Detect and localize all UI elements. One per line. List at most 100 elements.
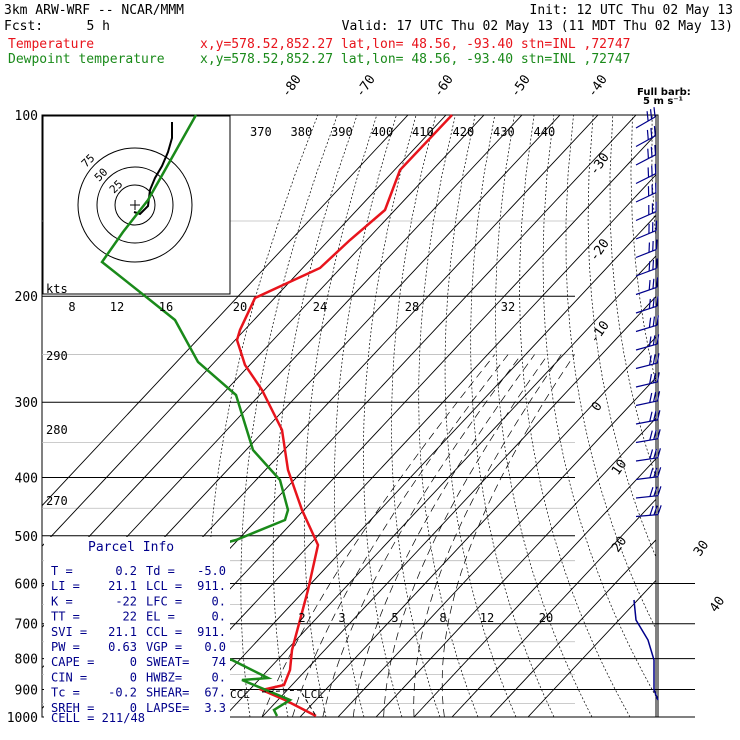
dry-adiabat — [630, 115, 656, 384]
hodograph-ring — [77, 147, 193, 263]
wind-barb — [635, 277, 659, 296]
parcel-row-label2: SHEAR= — [146, 686, 189, 700]
barb-flag — [656, 353, 660, 364]
isotherm-line — [375, 417, 656, 717]
lcl-label: LCL — [304, 688, 324, 701]
wind-speed-tick: 20 — [233, 300, 247, 314]
init-time: Init: 12 UTC Thu 02 May 13 — [530, 3, 734, 18]
dry-adiabat — [303, 115, 378, 717]
pressure-tick-label: 800 — [15, 653, 38, 668]
parcel-info-title: Parcel Info — [88, 540, 174, 555]
dry-adiabat — [542, 115, 656, 698]
barb-flag — [651, 222, 654, 233]
wind-barb — [635, 220, 658, 240]
dry-adiabat — [418, 115, 479, 717]
barb-flag — [656, 315, 659, 326]
parcel-row-value2: 0. — [212, 670, 226, 684]
barb-flag — [649, 468, 654, 478]
mixing-ratio-label: 20 — [539, 611, 553, 625]
barb-legend-title: Full barb: — [637, 87, 691, 98]
barb-flag — [650, 127, 653, 138]
legend-dewpoint-name: Dewpoint temperature — [8, 52, 165, 67]
barb-flag — [652, 297, 655, 308]
wind-speed-tick: 8 — [68, 300, 75, 314]
barb-flag — [656, 372, 660, 383]
barb-flag — [656, 391, 661, 402]
fcst-label: Fcst: — [4, 19, 43, 34]
barb-flag — [647, 186, 650, 197]
isotherm-line — [42, 115, 485, 588]
theta-label: 400 — [372, 125, 394, 139]
parcel-row-label: Tc = — [51, 686, 80, 700]
barb-shaft — [635, 495, 658, 499]
dry-adiabat — [391, 115, 441, 717]
wind-barb — [635, 505, 662, 518]
wind-barb — [635, 296, 659, 314]
isotherm-label: 40 — [707, 594, 728, 615]
parcel-row-label2: Td = — [146, 564, 175, 578]
barb-flag — [648, 261, 651, 272]
barb-flag — [657, 448, 661, 458]
legend-temperature-name: Temperature — [8, 37, 94, 52]
dry-adiabat — [711, 115, 740, 717]
mixing-ratio-label: 5 — [391, 611, 398, 625]
fcst-value: 5 h — [87, 19, 110, 34]
dry-adiabat — [240, 115, 338, 717]
temperature-profile — [235, 114, 453, 718]
parcel-row-label: LI = — [51, 579, 80, 593]
barb-flag — [653, 429, 657, 440]
barb-flag — [652, 259, 655, 270]
sounding-profiles — [82, 114, 453, 718]
wind-barbs — [633, 107, 662, 701]
moist-adiabat — [261, 354, 495, 717]
wind-speed-tick: 16 — [159, 300, 173, 314]
barb-flag — [652, 335, 656, 346]
parcel-row-label: TT = — [51, 610, 80, 624]
barb-flag — [650, 146, 653, 157]
dry-adiabat — [444, 115, 517, 717]
barb-shaft — [635, 267, 657, 277]
barb-flag — [646, 129, 649, 140]
isotherm-label: -50 — [508, 72, 534, 100]
barb-flag — [655, 239, 658, 250]
lower-barb-trace — [633, 599, 659, 701]
parcel-row-label2: LCL = — [146, 579, 182, 593]
parcel-row-label: T = — [51, 564, 73, 578]
theta-label: 390 — [331, 125, 353, 139]
dry-adiabat — [470, 115, 555, 717]
model-title: 3km ARW-WRF -- NCAR/MMM — [4, 3, 184, 18]
barb-shaft — [635, 229, 657, 240]
mixing-ratio-label: 12 — [480, 611, 494, 625]
pressure-tick-label: 700 — [15, 618, 38, 633]
theta-label: 270 — [46, 494, 68, 508]
isotherm-line — [42, 115, 409, 507]
wind-barb — [635, 467, 662, 481]
dry-adiabat — [651, 115, 656, 241]
barb-legend-units: 5 m s⁻¹ — [643, 96, 683, 107]
barb-flag — [653, 410, 657, 421]
pressure-tick-label: 500 — [15, 530, 38, 545]
parcel-row-value: 0 — [130, 670, 137, 684]
isotherm-line — [147, 174, 656, 717]
dry-adiabat — [692, 115, 740, 717]
isotherm-line — [489, 539, 656, 717]
theta-label: 290 — [46, 349, 68, 363]
theta-label: 280 — [46, 423, 68, 437]
parcel-cell: CELL = 211/48 — [51, 711, 145, 725]
barb-shaft — [635, 381, 658, 388]
barb-flag — [649, 430, 653, 441]
mixing-ratio-label: 2 — [298, 611, 305, 625]
barb-flag — [653, 448, 658, 459]
isotherm-line — [185, 214, 656, 717]
isotherm-label: -80 — [279, 72, 305, 100]
barb-shaft — [635, 343, 658, 351]
barb-flag — [652, 354, 656, 365]
isotherm-label: 0 — [589, 399, 606, 414]
barb-flag — [646, 111, 649, 122]
wind-barb — [635, 182, 657, 203]
barb-flag — [649, 486, 654, 497]
barb-flag — [657, 429, 661, 439]
wind-speed-tick: 32 — [501, 300, 515, 314]
parcel-row-value2: 911. — [197, 625, 226, 639]
barb-flag — [652, 373, 656, 384]
